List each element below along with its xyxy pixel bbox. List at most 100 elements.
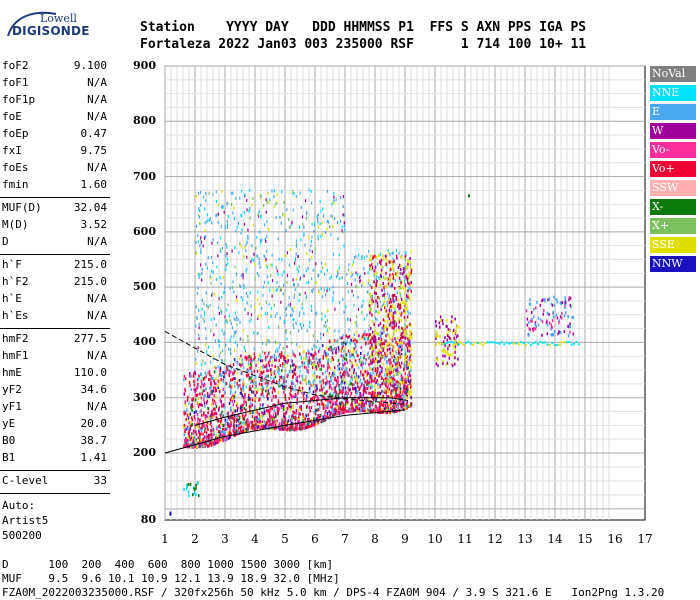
echo-mark <box>362 392 365 396</box>
echo-mark <box>205 291 207 295</box>
param-separator <box>0 470 110 471</box>
echo-mark <box>404 377 406 381</box>
echo-mark <box>391 314 393 318</box>
echo-mark <box>410 271 412 275</box>
echo-mark <box>242 421 244 425</box>
echo-mark <box>261 417 264 421</box>
echo-mark <box>400 332 403 335</box>
echo-mark <box>292 208 294 212</box>
echo-mark <box>451 331 454 335</box>
echo-mark <box>311 397 313 400</box>
echo-mark <box>213 333 215 337</box>
echo-mark <box>261 379 263 383</box>
echo-mark <box>270 315 272 319</box>
echo-mark <box>285 229 287 233</box>
echo-mark <box>259 420 261 424</box>
echo-mark <box>187 482 190 486</box>
echo-mark <box>236 323 238 327</box>
echo-mark <box>360 395 363 398</box>
param-row: yE 20.0 <box>2 416 107 432</box>
echo-mark <box>183 412 186 416</box>
echo-mark <box>336 221 339 224</box>
echo-mark <box>266 235 268 239</box>
echo-mark <box>276 407 279 411</box>
echo-mark <box>195 432 198 436</box>
echo-mark <box>203 395 205 398</box>
echo-mark <box>395 311 398 315</box>
echo-mark <box>362 299 364 303</box>
echo-mark <box>203 401 206 405</box>
echo-mark <box>234 377 236 381</box>
echo-mark <box>276 288 278 292</box>
echo-mark <box>353 349 355 353</box>
echo-mark <box>231 415 233 419</box>
echo-mark <box>231 191 233 195</box>
echo-mark <box>282 408 285 412</box>
echo-mark <box>292 395 294 398</box>
echo-mark <box>258 210 260 214</box>
echo-mark <box>237 431 240 435</box>
echo-mark <box>256 415 258 419</box>
echo-mark <box>387 313 390 317</box>
echo-mark <box>197 192 200 196</box>
echo-mark <box>388 403 391 407</box>
echo-mark <box>406 325 408 329</box>
echo-mark <box>299 412 302 416</box>
echo-mark <box>210 424 213 428</box>
echo-mark <box>386 370 388 373</box>
echo-mark <box>370 267 372 271</box>
echo-mark <box>371 379 373 383</box>
echo-mark <box>260 371 262 374</box>
echo-mark <box>280 300 282 304</box>
echo-mark <box>362 361 364 365</box>
echo-mark <box>326 219 328 223</box>
echo-mark <box>263 204 265 207</box>
echo-mark <box>264 351 266 355</box>
echo-mark <box>225 254 227 258</box>
echo-mark <box>225 263 227 267</box>
echo-mark <box>312 380 314 384</box>
echo-mark <box>304 243 306 247</box>
echo-mark <box>374 410 376 414</box>
echo-mark <box>310 244 312 248</box>
echo-mark <box>246 425 248 429</box>
param-name: hmF1 <box>2 349 29 362</box>
echo-mark <box>295 425 297 429</box>
echo-mark <box>253 417 256 421</box>
echo-mark <box>261 238 263 242</box>
echo-mark <box>324 370 326 374</box>
echo-mark <box>572 316 575 319</box>
echo-mark <box>409 341 411 345</box>
echo-mark <box>315 419 317 423</box>
echo-mark <box>357 295 359 299</box>
echo-mark <box>550 302 553 306</box>
echo-mark <box>199 237 201 241</box>
echo-mark <box>275 414 277 418</box>
echo-mark <box>310 189 312 193</box>
echo-mark <box>189 427 191 431</box>
echo-mark <box>305 398 307 402</box>
echo-mark <box>235 404 238 408</box>
echo-mark <box>300 206 302 209</box>
echo-mark <box>302 419 304 423</box>
echo-mark <box>288 404 290 408</box>
param-value: 34.6 <box>80 383 108 396</box>
echo-mark <box>271 355 273 359</box>
echo-mark <box>442 322 444 326</box>
echo-mark <box>407 373 409 377</box>
echo-mark <box>342 363 345 367</box>
echo-mark <box>232 326 234 330</box>
digisonde-logo-swoosh-icon <box>7 11 57 37</box>
echo-mark <box>410 352 413 356</box>
echo-mark <box>271 418 274 422</box>
echo-mark <box>311 255 313 259</box>
echo-mark <box>205 401 208 405</box>
echo-mark <box>402 267 405 271</box>
echo-mark <box>311 222 313 226</box>
echo-mark <box>369 386 372 390</box>
echo-mark <box>196 393 199 397</box>
echo-mark <box>230 432 232 436</box>
echo-mark <box>222 430 224 434</box>
echo-mark <box>380 352 382 356</box>
echo-mark <box>229 398 232 402</box>
